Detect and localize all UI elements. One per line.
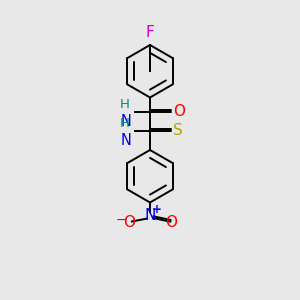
Text: N: N [121,114,132,129]
Text: F: F [146,25,154,40]
Text: O: O [173,104,185,119]
Text: N: N [144,208,156,223]
Text: −: − [115,214,126,226]
Text: +: + [152,203,161,216]
Text: O: O [123,215,135,230]
Text: O: O [165,215,177,230]
Text: H: H [120,98,130,111]
Text: N: N [121,133,132,148]
Text: H: H [120,117,130,130]
Text: S: S [173,123,183,138]
